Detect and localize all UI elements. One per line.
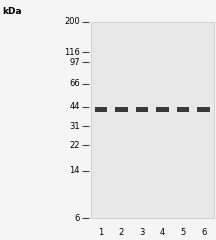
Text: 31: 31 (69, 122, 80, 131)
Text: 3: 3 (139, 228, 145, 237)
Text: 6: 6 (75, 214, 80, 223)
Text: 97: 97 (69, 58, 80, 67)
Text: 2: 2 (119, 228, 124, 237)
Text: 44: 44 (69, 102, 80, 111)
Text: 1: 1 (98, 228, 104, 237)
FancyBboxPatch shape (156, 107, 169, 112)
FancyBboxPatch shape (136, 107, 148, 112)
Text: 5: 5 (180, 228, 186, 237)
FancyBboxPatch shape (91, 22, 214, 218)
Text: 116: 116 (64, 48, 80, 57)
FancyBboxPatch shape (95, 107, 107, 112)
FancyBboxPatch shape (177, 107, 189, 112)
Text: 66: 66 (69, 79, 80, 88)
Text: 4: 4 (160, 228, 165, 237)
Text: 6: 6 (201, 228, 206, 237)
FancyBboxPatch shape (115, 107, 128, 112)
Text: 22: 22 (69, 141, 80, 150)
Text: 14: 14 (69, 166, 80, 175)
Text: 200: 200 (64, 17, 80, 26)
FancyBboxPatch shape (197, 107, 210, 112)
Text: kDa: kDa (2, 6, 22, 16)
